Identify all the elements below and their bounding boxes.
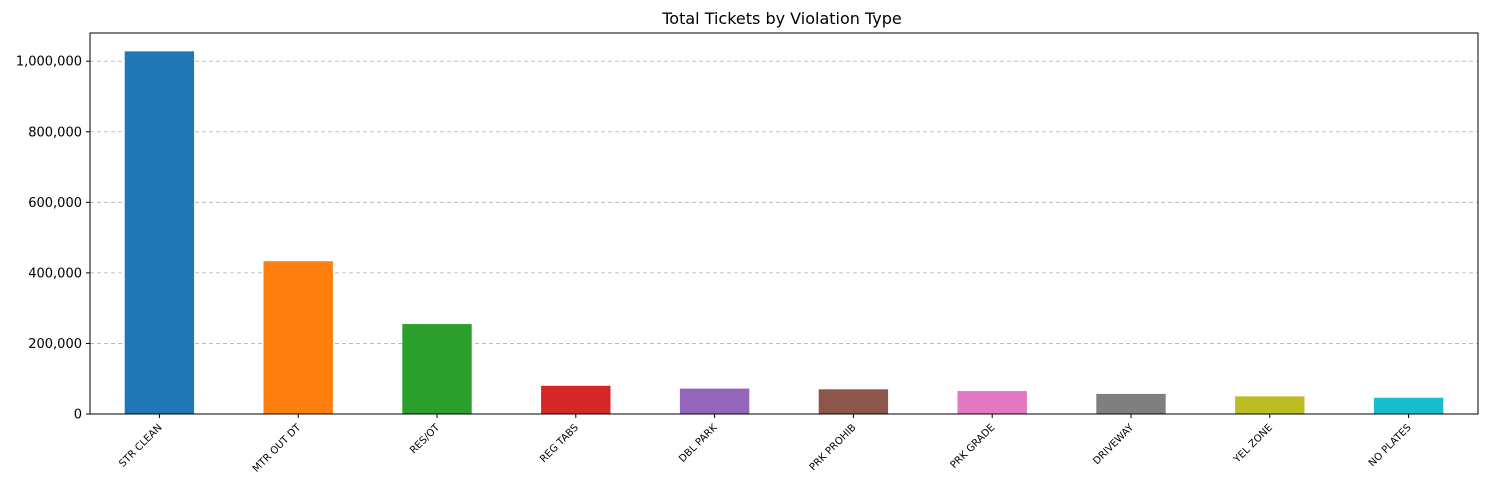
x-tick-label: YEL ZONE bbox=[1231, 422, 1275, 466]
x-tick-label: PRK GRADE bbox=[949, 422, 998, 471]
x-tick-label: REG TABS bbox=[538, 422, 581, 465]
bar-dbl-park bbox=[679, 388, 750, 414]
bar-str-clean bbox=[124, 51, 195, 414]
y-tick-label: 600,000 bbox=[28, 196, 82, 211]
x-tick-label: STR CLEAN bbox=[117, 422, 164, 469]
y-tick-label: 1,000,000 bbox=[16, 55, 82, 70]
y-tick-label: 400,000 bbox=[28, 266, 82, 281]
bars bbox=[124, 51, 1444, 414]
bar-yel-zone bbox=[1235, 396, 1305, 414]
chart-title: Total Tickets by Violation Type bbox=[661, 9, 901, 28]
bar-driveway bbox=[1096, 393, 1166, 414]
bar-no-plates bbox=[1373, 397, 1444, 414]
bar-prk-prohib bbox=[818, 389, 889, 414]
bar-mtr-out-dt bbox=[263, 261, 333, 414]
x-tick-label: PRK PROHIB bbox=[808, 422, 859, 473]
bar-res-ot bbox=[402, 324, 472, 414]
bar-prk-grade bbox=[957, 391, 1027, 414]
x-tick-label: DBL PARK bbox=[677, 422, 720, 465]
y-tick-label: 0 bbox=[74, 408, 82, 423]
y-axis-ticks: 0 200,000 400,000 600,000 800,000 1,000,000 bbox=[16, 55, 90, 423]
x-tick-label: NO PLATES bbox=[1367, 422, 1414, 469]
plot-frame bbox=[89, 32, 1479, 415]
x-tick-label: MTR OUT DT bbox=[251, 422, 304, 475]
axes bbox=[89, 32, 1479, 415]
x-tick-label: DRIVEWAY bbox=[1091, 422, 1136, 467]
y-tick-label: 800,000 bbox=[28, 125, 82, 140]
x-tick-label: RES/OT bbox=[408, 422, 443, 457]
y-tick-label: 200,000 bbox=[28, 337, 82, 352]
bar-reg-tabs bbox=[541, 385, 611, 414]
x-axis-ticks: STR CLEAN MTR OUT DT RES/OT REG TABS DBL PAR… bbox=[117, 414, 1414, 475]
